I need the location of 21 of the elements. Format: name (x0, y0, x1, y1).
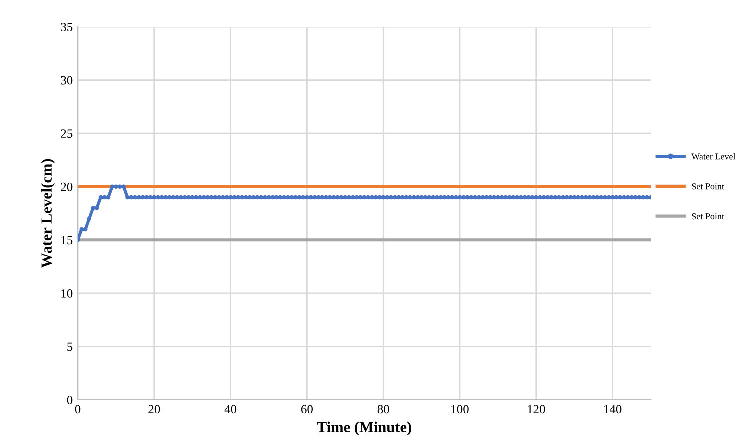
x-tick-label: 140 (604, 405, 622, 414)
y-tick-label: 35 (61, 23, 73, 32)
y-tick-label: 10 (62, 289, 73, 298)
x-tick-label: 60 (301, 405, 313, 414)
y-tick-label: 25 (61, 130, 73, 138)
y-tick-label: 0 (67, 396, 73, 404)
y-tick-label: 5 (68, 342, 73, 352)
x-axis-title: Time (Minute) (317, 422, 412, 436)
ref-line-label: Set Point (692, 184, 724, 190)
y-tick-label: 30 (61, 76, 73, 85)
x-tick-label: 0 (75, 405, 81, 414)
legend-label: Set Point (692, 214, 724, 220)
legend-label: Water Level (692, 153, 736, 160)
y-axis-title: Water Level(cm) (41, 159, 56, 268)
x-tick-label: 20 (148, 405, 160, 414)
x-tick-label: 40 (224, 405, 237, 414)
x-tick-label: 120 (528, 405, 546, 414)
y-tick-label: 20 (61, 182, 73, 192)
x-tick-label: 80 (378, 405, 390, 414)
y-tick-label: 15 (62, 236, 73, 245)
x-tick-label: 100 (452, 405, 469, 414)
